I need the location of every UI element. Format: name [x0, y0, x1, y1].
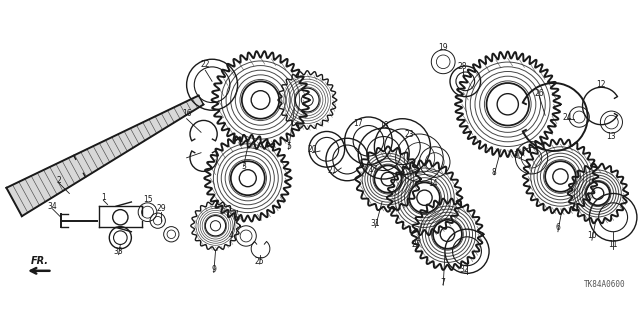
- Text: 12: 12: [596, 80, 606, 89]
- Text: 32: 32: [460, 265, 469, 274]
- Text: 1: 1: [101, 193, 106, 202]
- Text: FR.: FR.: [31, 256, 49, 266]
- Text: 7: 7: [441, 278, 445, 287]
- Text: 3: 3: [241, 162, 246, 171]
- Polygon shape: [6, 96, 204, 216]
- Text: 27: 27: [411, 240, 421, 249]
- Text: 21: 21: [328, 166, 337, 175]
- Text: 19: 19: [438, 43, 448, 52]
- Text: 10: 10: [587, 232, 596, 241]
- Text: 30: 30: [513, 151, 523, 160]
- Text: 11: 11: [609, 240, 618, 249]
- Text: 16: 16: [182, 109, 191, 118]
- Text: 29: 29: [156, 204, 166, 213]
- Text: 28: 28: [458, 62, 467, 70]
- Text: 26: 26: [534, 89, 544, 98]
- Text: TK84A0600: TK84A0600: [584, 280, 626, 289]
- Text: 25: 25: [255, 257, 264, 266]
- Text: 34: 34: [47, 202, 57, 211]
- Text: 5: 5: [286, 142, 291, 151]
- Text: 13: 13: [607, 132, 616, 141]
- Text: 14: 14: [428, 179, 438, 188]
- Text: 17: 17: [368, 165, 378, 174]
- Text: 4: 4: [228, 232, 233, 241]
- Text: 31: 31: [371, 219, 380, 228]
- Text: 18: 18: [379, 121, 388, 130]
- Text: 8: 8: [492, 168, 497, 177]
- Text: 22: 22: [200, 60, 210, 69]
- Text: 33: 33: [114, 247, 124, 256]
- Text: 20: 20: [308, 145, 317, 154]
- Text: 24: 24: [563, 113, 572, 122]
- Text: 15: 15: [143, 195, 152, 204]
- Text: 23: 23: [404, 130, 414, 138]
- Text: 2: 2: [57, 176, 61, 185]
- Text: 17: 17: [353, 119, 363, 128]
- Text: 6: 6: [556, 223, 561, 232]
- Text: 9: 9: [211, 265, 216, 274]
